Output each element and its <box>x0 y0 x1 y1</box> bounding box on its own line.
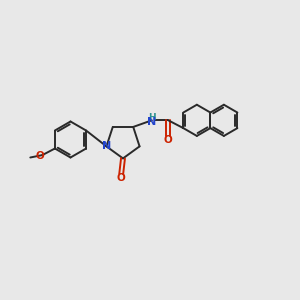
Text: O: O <box>164 135 173 145</box>
Text: H: H <box>148 113 156 122</box>
Text: N: N <box>147 116 157 127</box>
Text: O: O <box>36 151 45 161</box>
Text: N: N <box>101 141 111 152</box>
Text: O: O <box>117 173 126 183</box>
